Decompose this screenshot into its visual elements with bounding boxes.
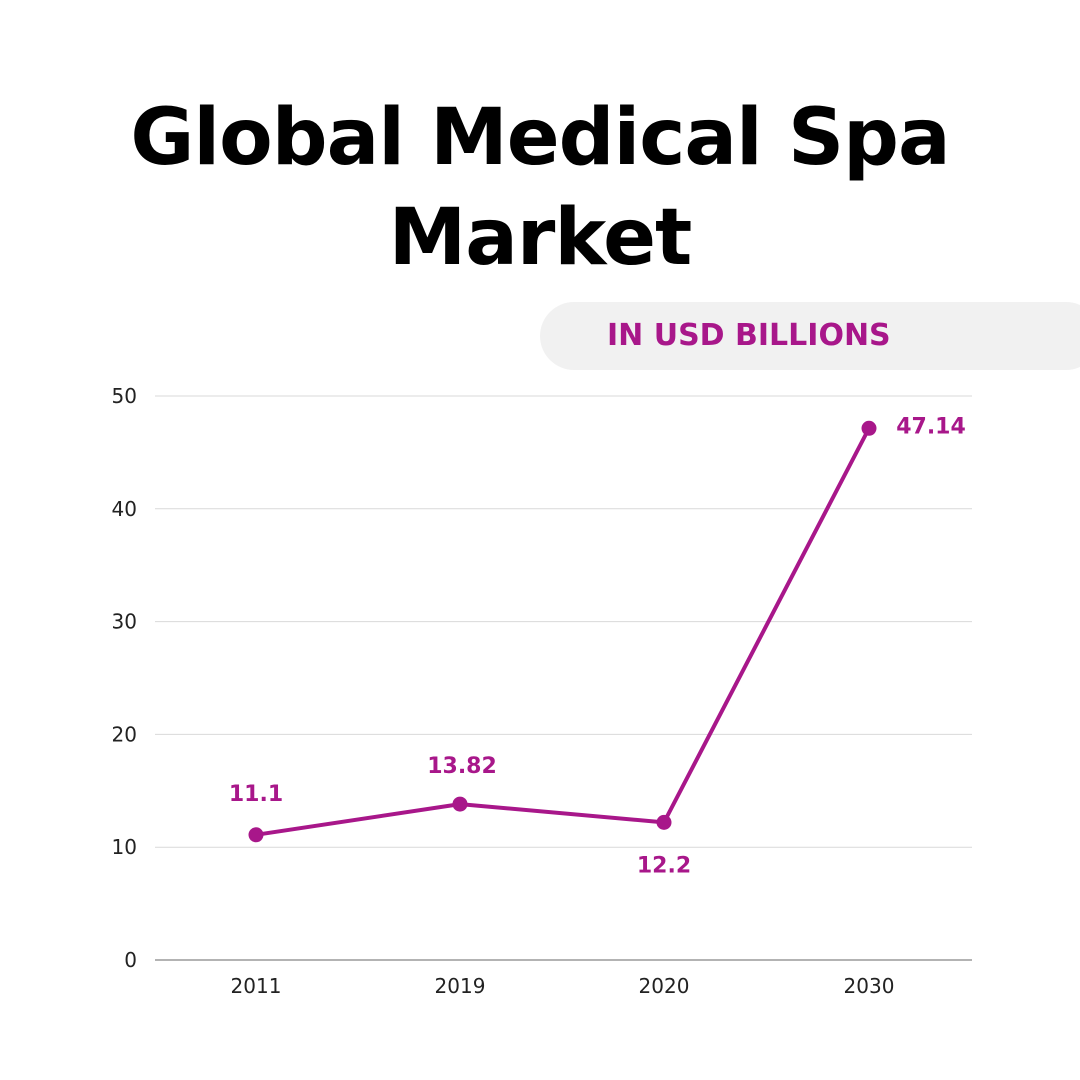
data-point [656,814,672,830]
data-point [452,796,468,812]
y-tick-label: 0 [124,948,137,972]
data-label: 13.82 [427,754,497,779]
unit-badge [540,302,1080,370]
series-line [254,426,871,837]
y-tick-label: 40 [112,497,137,521]
chart-title: Global Medical Spa Market [0,88,1080,288]
data-point [861,420,877,436]
series [248,420,877,843]
y-tick-label: 50 [112,384,137,408]
x-tick-label: 2030 [844,974,895,998]
x-tick-label: 2020 [639,974,690,998]
x-tick-label: 2011 [231,974,282,998]
y-tick-label: 10 [112,835,137,859]
data-labels: 11.1 13.82 12.2 47.14 [229,414,966,878]
data-point [248,827,264,843]
chart-title-line1: Global Medical Spa [130,93,950,183]
data-label: 47.14 [896,414,966,439]
data-label: 11.1 [229,782,283,807]
y-tick-label: 20 [112,722,137,746]
x-tick-label: 2019 [435,974,486,998]
grid-lines [155,395,972,848]
data-label: 12.2 [637,853,691,878]
y-tick-label: 30 [112,610,137,634]
chart-title-line2: Market [388,193,693,283]
unit-badge-label: IN USD BILLIONS [607,318,891,353]
